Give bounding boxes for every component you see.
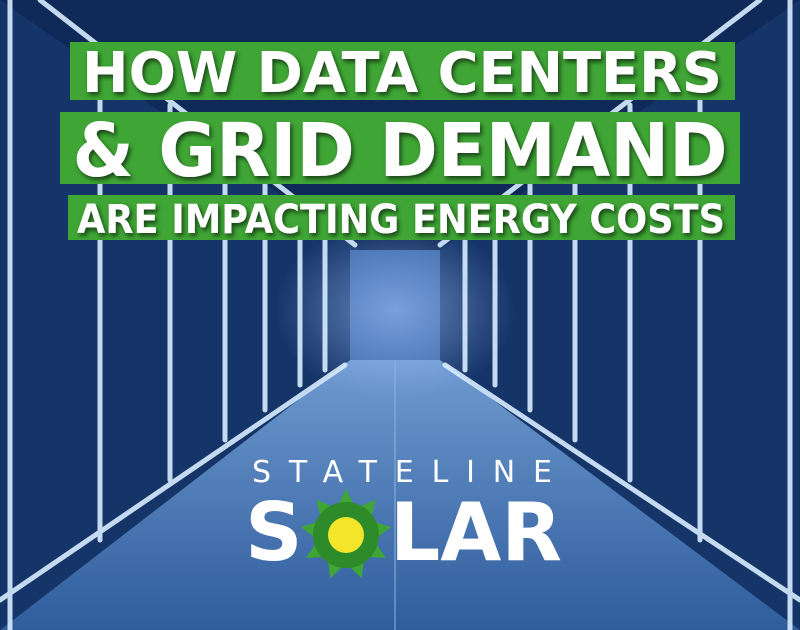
sun-icon — [300, 489, 392, 579]
headline-band — [70, 42, 735, 100]
logo: STATELINE S LAR — [245, 455, 562, 579]
headline-line: & GRID DEMAND — [73, 108, 728, 194]
headline-line: ARE IMPACTING ENERGY COSTS — [77, 197, 725, 243]
logo-tagline: STATELINE — [252, 455, 552, 490]
logo-name-end: LAR — [390, 486, 562, 579]
headline-band — [68, 195, 735, 240]
headline: HOW DATA CENTERS & GRID DEMAND ARE IMPAC… — [60, 41, 740, 243]
headline-band — [60, 112, 740, 184]
headline-line: HOW DATA CENTERS — [82, 41, 722, 106]
logo-name-start: S — [245, 486, 303, 579]
